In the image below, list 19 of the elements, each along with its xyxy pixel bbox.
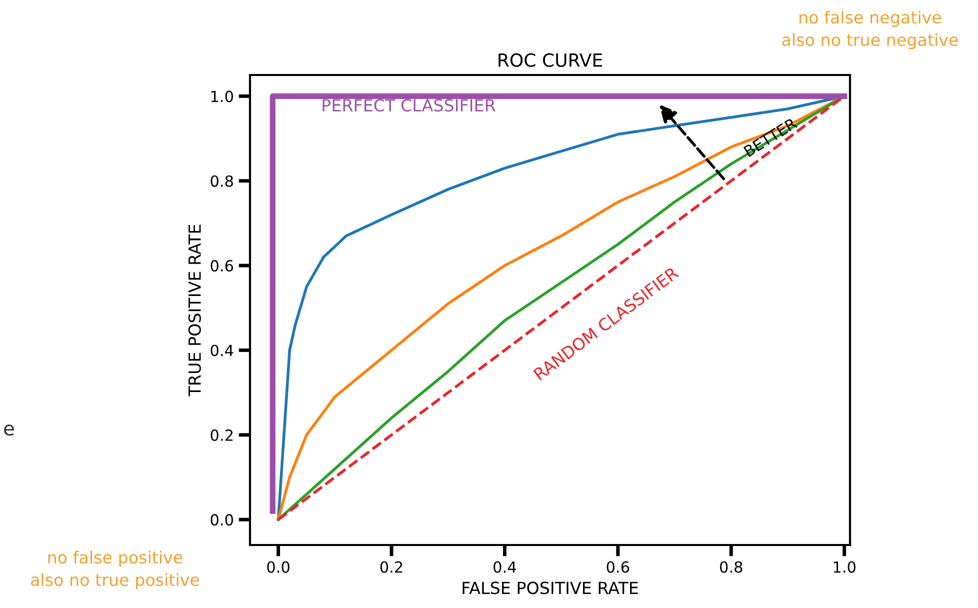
x-tick-label: 0.2 [380,561,402,573]
y-axis-title: TRUE POSITIVE RATE [188,224,201,396]
annotation: PERFECT CLASSIFIER [322,98,496,112]
chart-title: ROC CURVE [498,53,602,67]
x-tick-label: 0.4 [494,561,516,573]
x-tick-label: 0.6 [606,561,630,573]
text: no false negative also no true negative [782,10,958,50]
y-tick-label: 0.2 [210,429,232,441]
text: e [4,424,14,436]
text: no false positive also no true positive [31,550,200,590]
x-axis-title: FALSE POSITIVE RATE [462,582,638,594]
y-tick-label: 0.0 [210,514,234,526]
y-tick-label: 0.4 [210,344,234,356]
y-tick-label: 1.0 [211,90,234,102]
x-tick-label: 1.0 [834,561,856,573]
x-tick-label: 0.8 [720,561,742,573]
x-tick-label: 0.0 [267,561,290,573]
y-tick-label: 0.6 [210,260,234,272]
y-tick-label: 0.8 [210,175,233,187]
